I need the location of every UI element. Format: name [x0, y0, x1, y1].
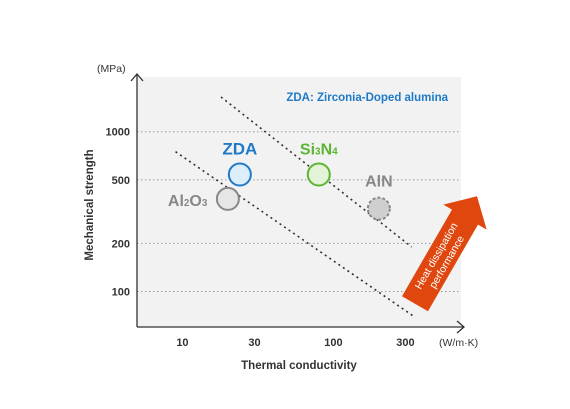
zda-note: ZDA: Zirconia-Doped alumina: [286, 92, 448, 104]
y-tick-label: 100: [112, 287, 130, 299]
al2o3-label: Al2O3: [168, 193, 208, 210]
y-axis-title: Mechanical strength: [84, 149, 96, 260]
y-tick-label: 200: [112, 238, 130, 250]
y-unit-label: (MPa): [97, 63, 126, 75]
y-tick-label: 1000: [106, 127, 130, 139]
si3n4-label: Si3N4: [300, 141, 338, 158]
arrow-shape: [402, 196, 487, 312]
y-axis-arrow-icon: [130, 73, 144, 82]
aln-label: AlN: [365, 174, 393, 191]
x-tick-label: 100: [324, 337, 342, 349]
x-axis-arrow-icon: [456, 320, 465, 334]
x-tick-label: 10: [176, 337, 188, 349]
plot-area: [137, 77, 461, 327]
al2o3-point: [215, 186, 240, 211]
x-tick-label: 30: [248, 337, 260, 349]
x-axis-title: Thermal conductivity: [241, 360, 357, 372]
x-tick-label: 300: [396, 337, 414, 349]
data-points: Al2O3 ZDA Si3N4 AlN: [168, 139, 393, 221]
si3n4-point: [306, 162, 331, 187]
y-tick-labels: 100 200 500 1000: [106, 127, 130, 299]
aln-point: [366, 196, 391, 221]
trend-line: [175, 151, 415, 317]
y-tick-label: 500: [112, 175, 130, 187]
zda-label: ZDA: [222, 139, 257, 158]
x-tick-labels: 10 30 100 300: [176, 337, 414, 349]
x-unit-label: (W/m·K): [439, 337, 478, 349]
zda-point: [227, 162, 252, 187]
